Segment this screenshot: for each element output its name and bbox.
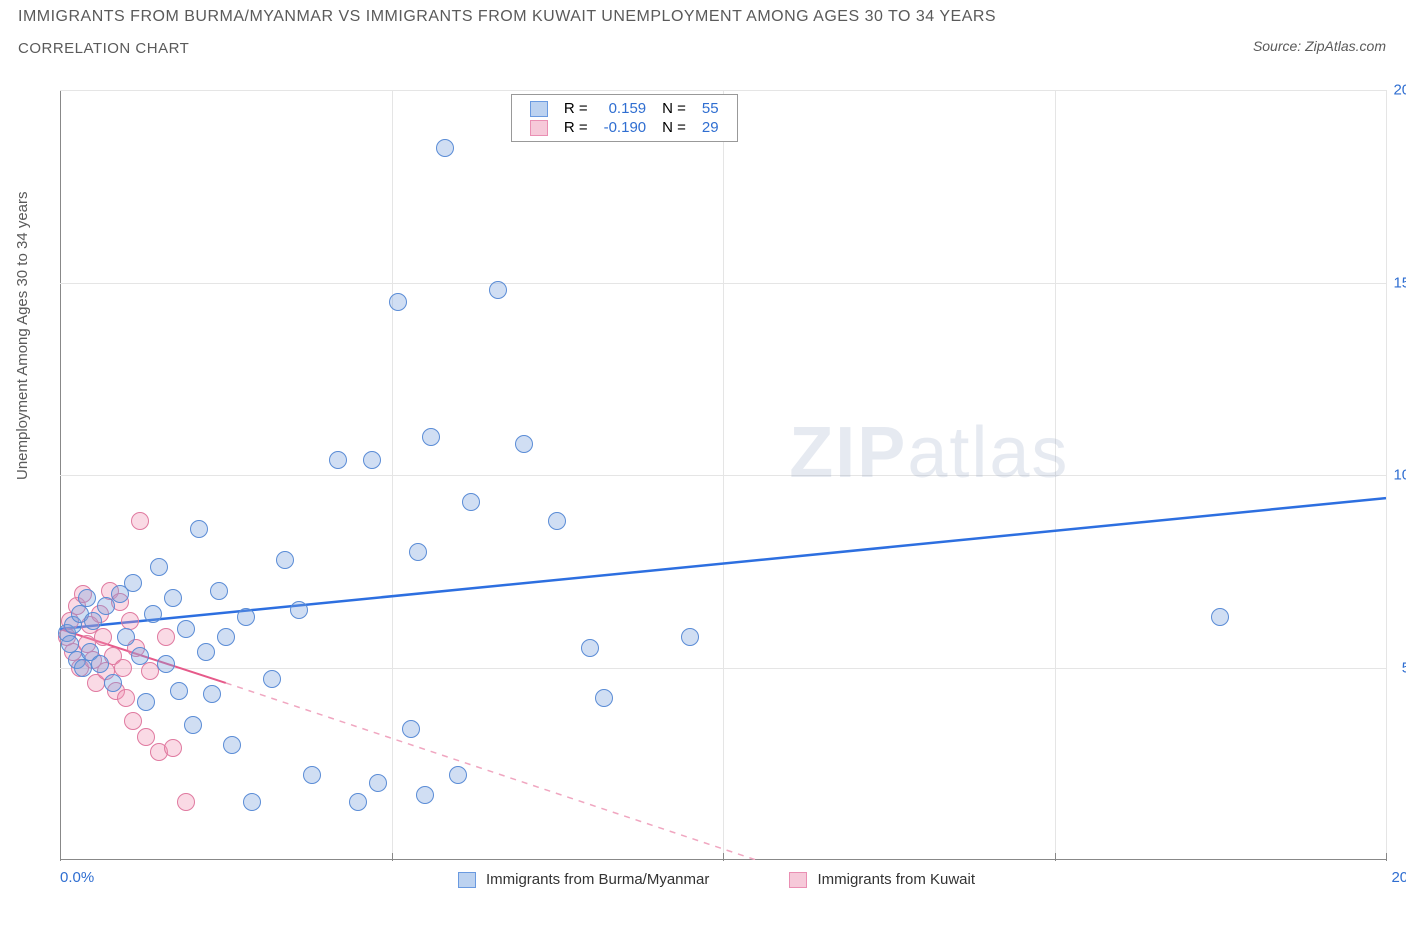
- burma-point: [124, 574, 142, 592]
- burma-point: [203, 685, 221, 703]
- watermark: ZIPatlas: [789, 412, 1069, 494]
- burma-point: [581, 639, 599, 657]
- y-axis-label: Unemployment Among Ages 30 to 34 years: [14, 191, 31, 480]
- burma-point: [303, 766, 321, 784]
- burma-point: [137, 693, 155, 711]
- kuwait-point: [117, 689, 135, 707]
- burma-point: [515, 435, 533, 453]
- burma-point: [117, 628, 135, 646]
- grid-line-vertical: [1386, 90, 1387, 860]
- x-tick: [60, 853, 61, 861]
- burma-point: [184, 716, 202, 734]
- kuwait-point: [157, 628, 175, 646]
- chart-title-line2: CORRELATION CHART: [18, 40, 996, 57]
- burma-point: [449, 766, 467, 784]
- grid-line-vertical: [723, 90, 724, 860]
- x-tick: [1055, 853, 1056, 861]
- burma-point: [78, 589, 96, 607]
- burma-point: [1211, 608, 1229, 626]
- kuwait-point: [177, 793, 195, 811]
- burma-point: [436, 139, 454, 157]
- chart-plot-area: 5.0%10.0%15.0%20.0%0.0%20.0%ZIPatlasR =0…: [60, 90, 1386, 860]
- y-tick-label: 10.0%: [1388, 467, 1406, 484]
- x-tick: [723, 853, 724, 861]
- burma-point: [131, 647, 149, 665]
- burma-point: [416, 786, 434, 804]
- y-tick-label: 15.0%: [1388, 274, 1406, 291]
- burma-point: [548, 512, 566, 530]
- burma-point: [91, 655, 109, 673]
- burma-point: [164, 589, 182, 607]
- burma-point: [681, 628, 699, 646]
- y-tick-label: 5.0%: [1388, 659, 1406, 676]
- burma-point: [595, 689, 613, 707]
- chart-title-block: IMMIGRANTS FROM BURMA/MYANMAR VS IMMIGRA…: [18, 8, 996, 57]
- burma-point: [462, 493, 480, 511]
- burma-point: [276, 551, 294, 569]
- burma-point: [389, 293, 407, 311]
- bottom-legend-burma: Immigrants from Burma/Myanmar: [458, 871, 710, 888]
- burma-point: [144, 605, 162, 623]
- kuwait-point: [164, 739, 182, 757]
- x-origin-label: 0.0%: [60, 869, 94, 886]
- burma-point: [84, 612, 102, 630]
- burma-point: [243, 793, 261, 811]
- chart-title-line1: IMMIGRANTS FROM BURMA/MYANMAR VS IMMIGRA…: [18, 8, 996, 26]
- burma-point: [190, 520, 208, 538]
- burma-point: [422, 428, 440, 446]
- grid-line-vertical: [392, 90, 393, 860]
- y-tick-label: 20.0%: [1388, 82, 1406, 99]
- burma-point: [237, 608, 255, 626]
- x-tick: [392, 853, 393, 861]
- grid-line-vertical: [1055, 90, 1056, 860]
- kuwait-point: [124, 712, 142, 730]
- burma-point: [489, 281, 507, 299]
- burma-point: [349, 793, 367, 811]
- burma-point: [402, 720, 420, 738]
- burma-point: [104, 674, 122, 692]
- correlation-legend: R =0.159N =55R =-0.190N =29: [511, 94, 738, 142]
- burma-point: [157, 655, 175, 673]
- burma-point: [170, 682, 188, 700]
- burma-point: [150, 558, 168, 576]
- burma-point: [290, 601, 308, 619]
- burma-point: [363, 451, 381, 469]
- bottom-legend-kuwait: Immigrants from Kuwait: [789, 871, 975, 888]
- kuwait-point: [94, 628, 112, 646]
- burma-point: [177, 620, 195, 638]
- burma-point: [263, 670, 281, 688]
- burma-point: [210, 582, 228, 600]
- burma-point: [329, 451, 347, 469]
- kuwait-point: [141, 662, 159, 680]
- source-label: Source: ZipAtlas.com: [1253, 38, 1386, 54]
- kuwait-point: [131, 512, 149, 530]
- x-tick: [1386, 853, 1387, 861]
- burma-point: [217, 628, 235, 646]
- burma-point: [74, 659, 92, 677]
- x-max-label: 20.0%: [1386, 869, 1406, 886]
- burma-point: [369, 774, 387, 792]
- burma-point: [223, 736, 241, 754]
- burma-point: [197, 643, 215, 661]
- kuwait-point: [137, 728, 155, 746]
- burma-point: [409, 543, 427, 561]
